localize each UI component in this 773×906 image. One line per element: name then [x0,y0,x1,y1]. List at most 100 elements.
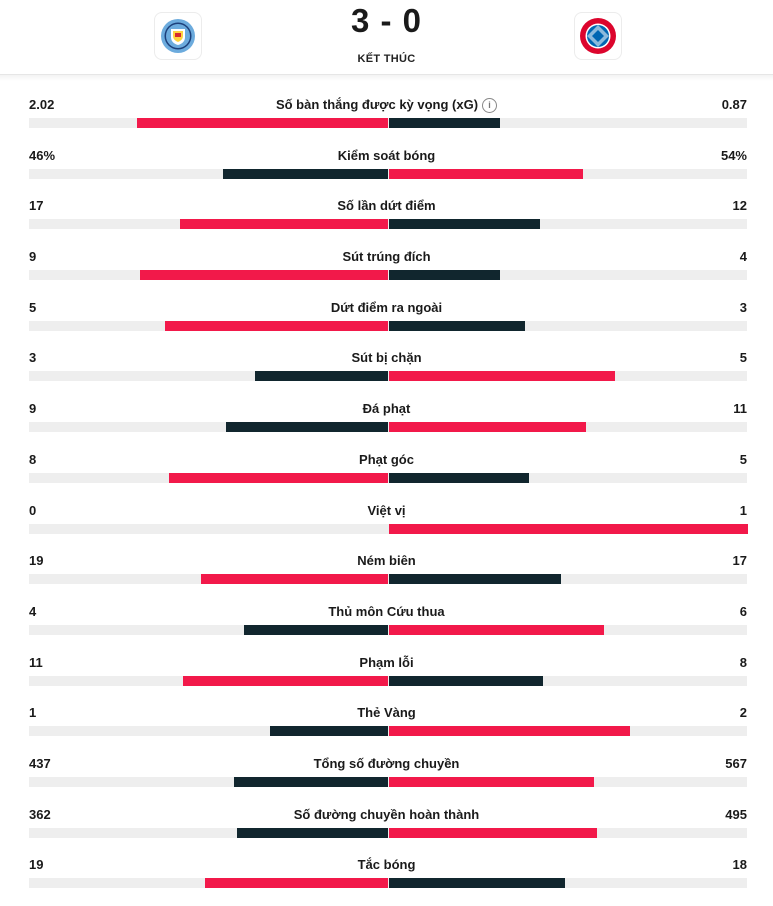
stat-label-wrap: Tổng số đường chuyền [0,756,773,771]
stat-away-value: 6 [739,603,747,619]
stat-bar-home [140,270,388,281]
stat-home-value: 5 [29,299,37,315]
stat-home-value: 17 [29,198,44,214]
stat-bar-track [29,574,747,585]
stat-away-value: 2 [739,705,747,721]
stat-home-value: 9 [29,401,37,417]
stat-bar-track [29,168,747,179]
stat-row: 46% Kiểm soát bóng 54% [0,146,773,197]
stat-bar-track [29,371,747,382]
stat-home-value: 8 [29,451,37,467]
stat-away-value: 12 [732,198,747,214]
stat-label: Đá phạt [362,401,411,417]
stat-bar-track [29,118,747,128]
stat-bar-away [389,878,565,889]
stat-bar-away [389,523,748,534]
stat-away-value: 4 [739,249,747,265]
stat-bar-home [223,168,388,179]
stat-row: 5 Dứt điểm ra ngoài 3 [0,298,773,349]
stat-label-wrap: Phạt góc [0,452,773,467]
stat-row: 437 Tổng số đường chuyền 567 [0,754,773,805]
stat-bar-away [389,371,615,382]
stat-bar-track [29,624,747,635]
stat-bar-away [389,168,583,179]
stat-bar-home [226,422,388,433]
stat-home-value: 362 [29,806,51,822]
stat-bar-away [389,776,594,787]
stat-bar-home [165,320,388,331]
stat-bar-track [29,219,747,230]
stat-label: Kiểm soát bóng [337,147,436,163]
home-team-logo[interactable] [154,12,202,60]
stat-bar-home [137,118,388,128]
stat-label-wrap: Sút bị chặn [0,350,773,365]
stat-label: Sút bị chặn [351,350,422,366]
stat-away-value: 5 [739,350,747,366]
stat-label-wrap: Sút trúng đích [0,249,773,264]
stat-bar-home [183,675,388,686]
info-icon[interactable]: i [482,98,498,113]
stat-away-value: 11 [733,401,747,417]
stat-bar-track [29,422,747,433]
stat-row: 9 Đá phạt 11 [0,399,773,450]
stat-bar-track [29,675,747,686]
stat-label-wrap: Số bàn thắng được kỳ vọng (xG) i [0,97,773,113]
stat-away-value: 8 [739,654,747,670]
stat-home-value: 3 [29,350,37,366]
stat-bar-away [389,320,525,331]
stat-away-value: 567 [725,755,747,771]
stat-label: Số lần dứt điểm [337,198,436,214]
stat-bar-away [389,472,529,483]
stat-label-wrap: Đá phạt [0,401,773,416]
stat-bar-away [389,624,604,635]
stat-away-value: 5 [739,451,747,467]
stat-away-value: 1 [739,502,747,518]
stat-bar-track [29,523,748,534]
stat-row: 11 Phạm lỗi 8 [0,653,773,704]
stat-label: Phạt góc [359,451,414,467]
stat-label-wrap: Dứt điểm ra ngoài [0,300,773,315]
stat-away-value: 54% [720,147,747,163]
stat-bar-away [389,726,630,737]
stat-row: 0 Việt vị 1 [0,501,773,552]
stat-bar-home [237,827,388,838]
stat-home-value: 46% [29,147,56,163]
stat-label: Tắc bóng [357,857,416,873]
stat-bar-track [29,472,747,483]
stat-label: Số đường chuyền hoàn thành [293,806,480,822]
match-score: 3 - 0 [350,2,423,39]
stat-away-value: 17 [732,553,747,569]
stat-row: 4 Thủ môn Cứu thua 6 [0,602,773,653]
stat-bar-away [389,827,597,838]
match-status: KẾT THÚC [357,53,416,65]
stat-label-wrap: Số đường chuyền hoàn thành [0,807,773,822]
stat-bar-home [270,726,388,737]
stat-home-value: 9 [29,249,37,265]
stat-label: Phạm lỗi [359,654,414,670]
stat-label-wrap: Thủ môn Cứu thua [0,604,773,619]
stat-label: Thủ môn Cứu thua [328,603,445,619]
stat-away-value: 495 [725,806,747,822]
stat-bar-away [389,422,586,433]
match-stats-list: 2.02 Số bàn thắng được kỳ vọng (xG) i 0.87 4… [0,95,773,906]
stat-bar-away [389,675,543,686]
stat-label: Việt vị [367,502,406,518]
stat-row: 362 Số đường chuyền hoàn thành 495 [0,805,773,856]
stat-label-wrap: Số lần dứt điểm [0,198,773,213]
stat-label: Tổng số đường chuyền [313,755,460,771]
stat-bar-home [180,219,388,230]
stat-home-value: 0 [29,502,37,518]
stat-home-value: 4 [29,603,37,619]
stat-bar-away [389,118,500,128]
stat-bar-home [244,624,388,635]
stat-row: 9 Sút trúng đích 4 [0,247,773,298]
stat-label-wrap: Thẻ Vàng [0,705,773,720]
away-team-logo[interactable] [574,12,622,60]
header-divider [0,75,773,81]
stat-label-wrap: Kiểm soát bóng [0,148,773,163]
stat-label-wrap: Ném biên [0,553,773,568]
stat-bar-track [29,270,747,281]
stat-label-wrap: Tắc bóng [0,857,773,872]
stat-bar-away [389,574,561,585]
stat-label: Số bàn thắng được kỳ vọng (xG) [275,97,479,112]
